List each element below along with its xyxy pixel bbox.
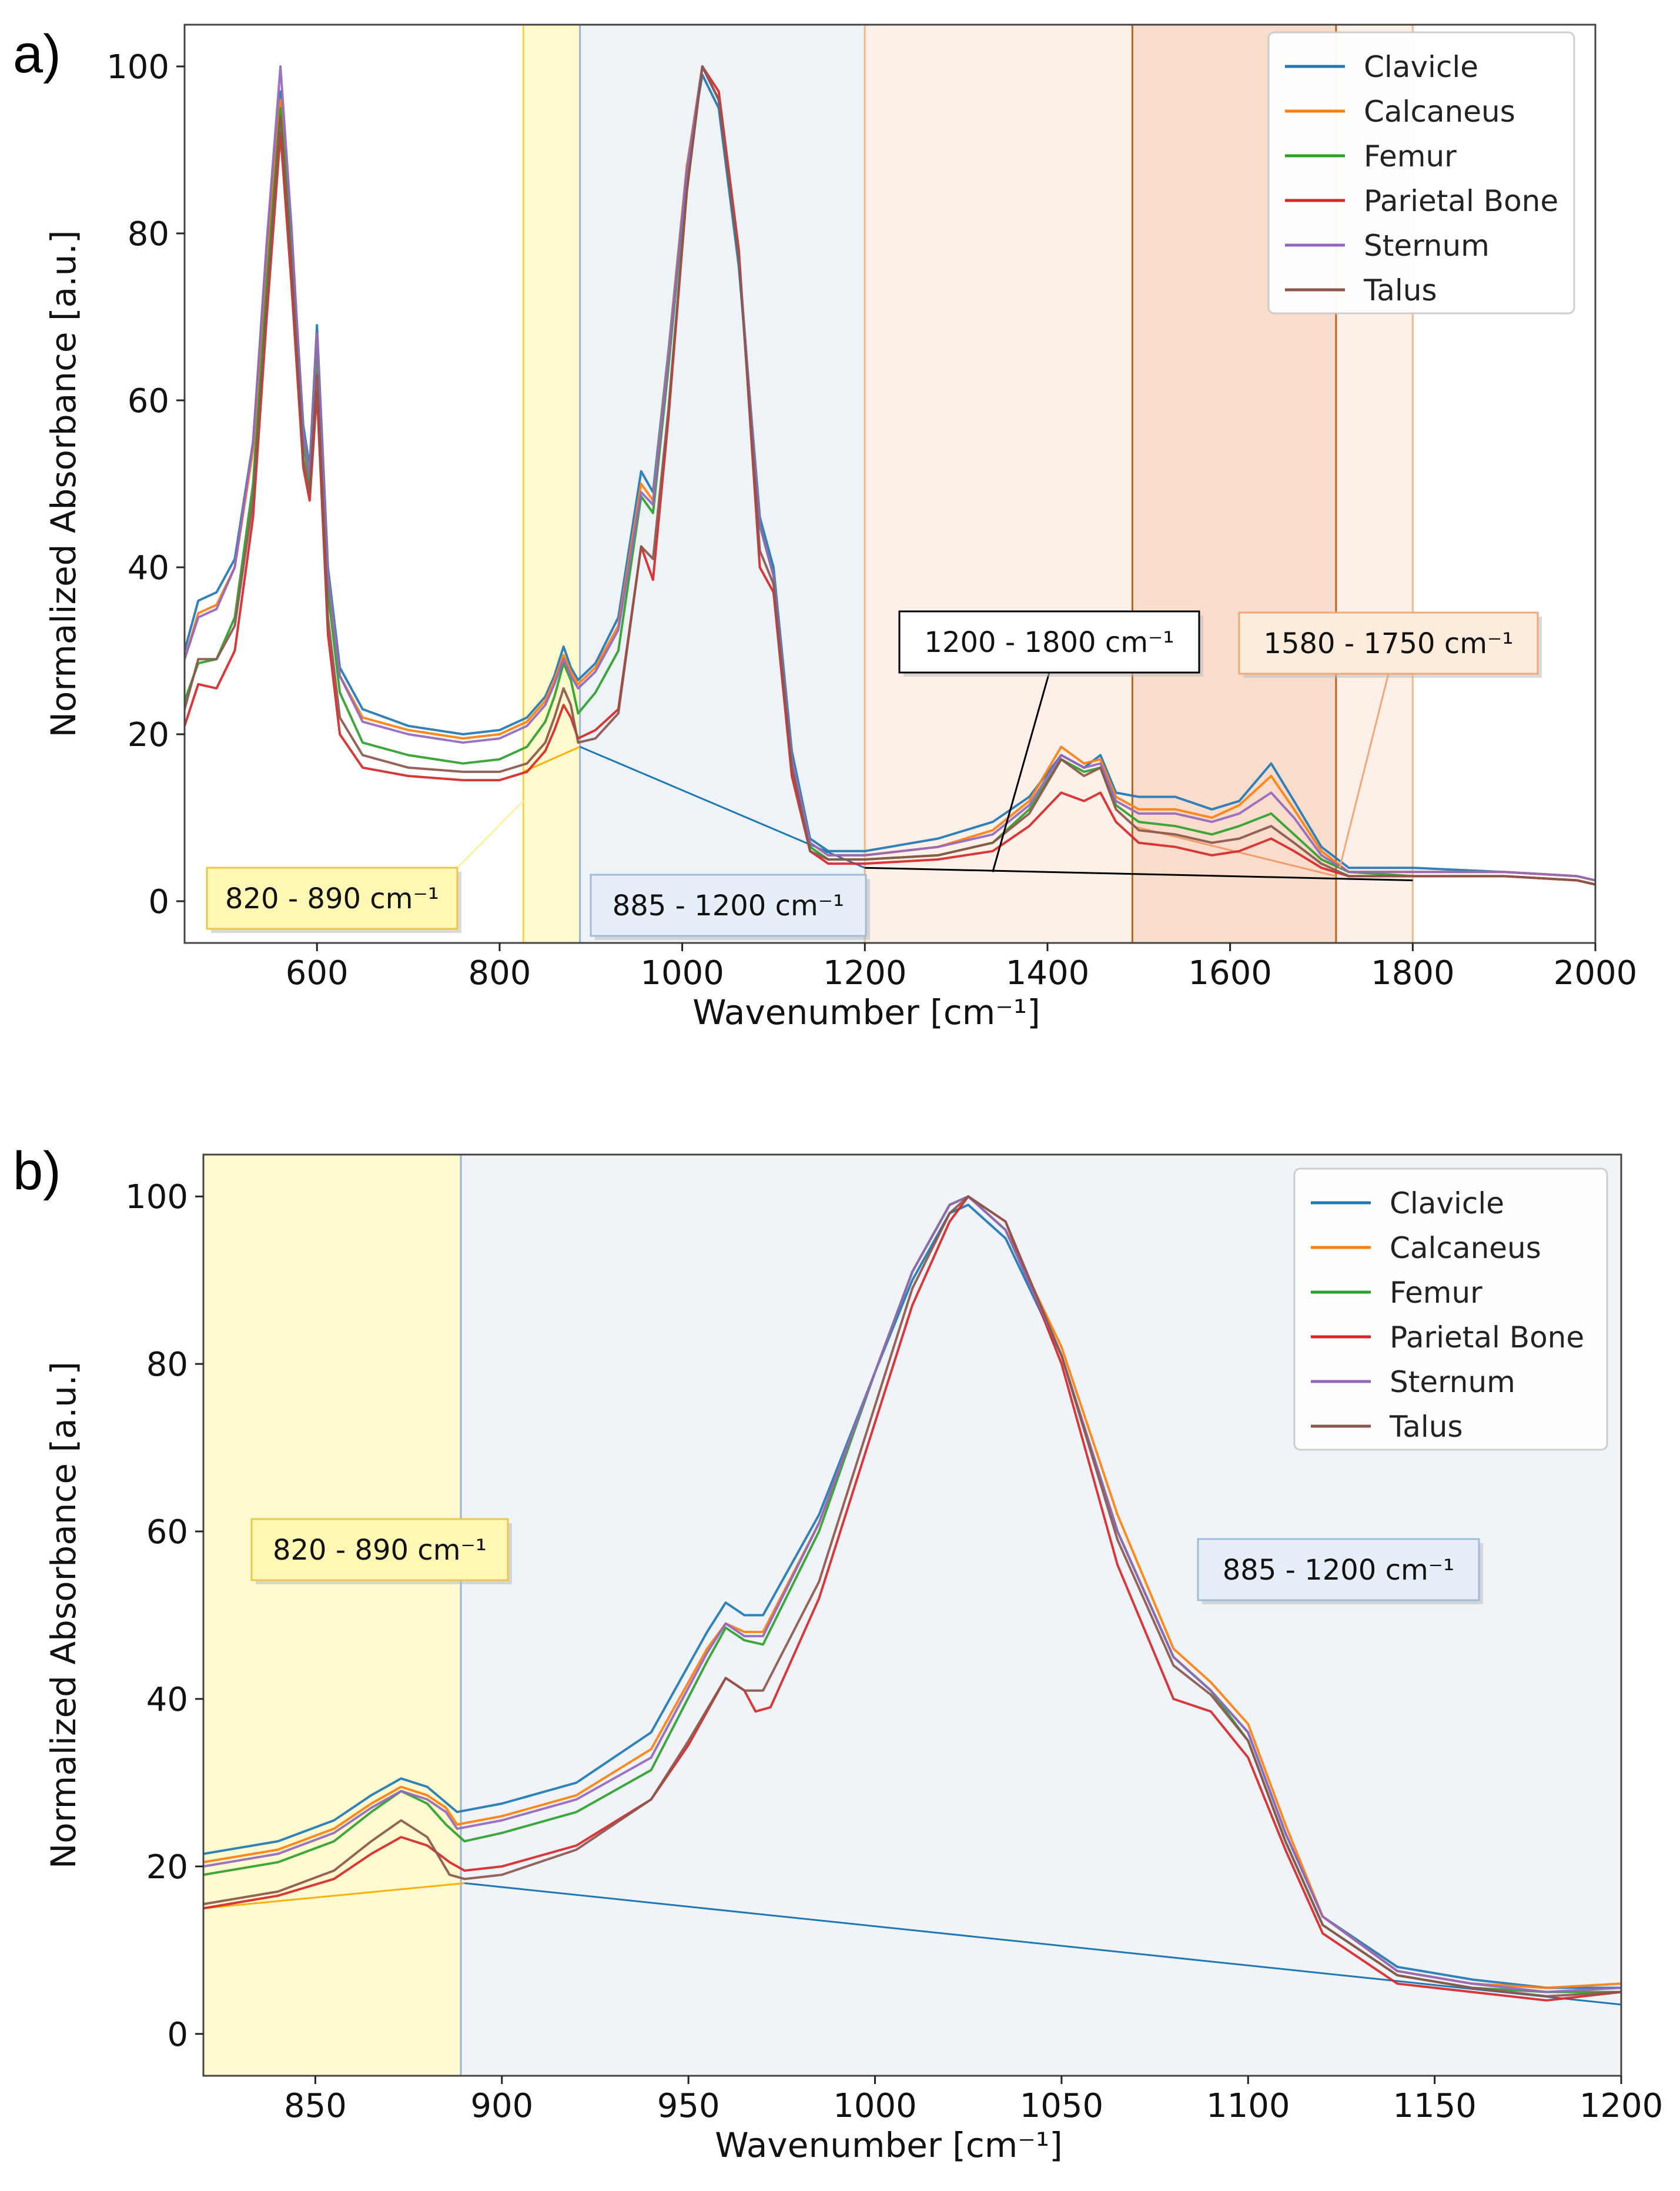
legend-entry: Calcaneus (1390, 1231, 1541, 1265)
annotation-label: 820 - 890 cm⁻¹ (225, 882, 439, 915)
series-line-sternum (203, 1195, 1621, 1993)
baseline-2 (865, 867, 1413, 881)
y-tick-label: 40 (146, 1681, 188, 1719)
annotation-box (1238, 611, 1539, 675)
annotation-box (590, 874, 867, 937)
legend-entry: Parietal Bone (1390, 1320, 1584, 1354)
x-tick-label: 2000 (1554, 954, 1638, 992)
legend-entry: Parietal Bone (1364, 184, 1558, 218)
annotation-label: 885 - 1200 cm⁻¹ (613, 889, 845, 922)
y-axis-title: Normalized Absorbance [a.u.] (43, 1362, 83, 1869)
legend-entry: Femur (1364, 139, 1457, 173)
annotation-leader (1338, 673, 1390, 868)
annotation-label: 1580 - 1750 cm⁻¹ (1263, 627, 1513, 660)
annotation-label: 1200 - 1800 cm⁻¹ (924, 626, 1174, 659)
legend-entry: Sternum (1390, 1365, 1515, 1399)
baseline-1 (464, 1882, 1622, 2006)
y-tick-label: 60 (146, 1513, 188, 1551)
x-axis-title: Wavenumber [cm⁻¹] (692, 992, 1040, 1032)
annotation-box (206, 867, 459, 930)
x-tick-label: 850 (284, 2087, 347, 2125)
legend-box (1293, 1168, 1608, 1451)
series-line-talus (203, 1195, 1621, 1998)
x-tick-label: 1000 (833, 2087, 917, 2125)
legend-entry: Calcaneus (1364, 95, 1515, 129)
annotation-leader (456, 800, 524, 869)
panel-b-label: b) (13, 1141, 61, 1201)
y-tick-label: 0 (148, 883, 169, 921)
panel-a-label: a) (13, 24, 61, 84)
y-tick-label: 60 (128, 382, 169, 420)
legend-box (1267, 31, 1575, 315)
annotation-leader (992, 672, 1050, 872)
x-tick-label: 800 (468, 954, 531, 992)
axes-frame (183, 24, 1597, 944)
x-tick-label: 1800 (1371, 954, 1455, 992)
x-tick-label: 900 (470, 2087, 533, 2125)
region-1 (579, 24, 866, 944)
legend-entry: Femur (1390, 1276, 1482, 1310)
x-tick-label: 1600 (1188, 954, 1272, 992)
x-tick-label: 1050 (1020, 2087, 1104, 2125)
y-tick-label: 40 (128, 549, 169, 587)
y-tick-label: 80 (146, 1346, 188, 1384)
x-tick-label: 1200 (1579, 2087, 1664, 2125)
series-group (203, 1195, 1621, 2002)
legend-entry: Clavicle (1390, 1186, 1504, 1220)
x-tick-label: 1100 (1206, 2087, 1290, 2125)
x-axis-title: Wavenumber [cm⁻¹] (715, 2125, 1063, 2165)
y-tick-label: 100 (106, 48, 169, 86)
annotation-box (1197, 1538, 1480, 1601)
baseline-0 (203, 1882, 465, 1909)
series-line-sternum (185, 65, 1595, 882)
annotation-label: 885 - 1200 cm⁻¹ (1223, 1554, 1455, 1587)
y-axis-title: Normalized Absorbance [a.u.] (43, 230, 83, 738)
annotation-label: 820 - 890 cm⁻¹ (273, 1534, 487, 1567)
series-line-talus (185, 65, 1595, 886)
baseline-0 (523, 745, 581, 773)
y-tick-label: 100 (125, 1178, 188, 1216)
annotation-box (250, 1518, 509, 1581)
annotation-box (898, 610, 1200, 674)
panel-1-chart: 850 900 950 1000 1050 1100 1150 1200 0 20 40 60 80 10… (43, 1153, 1664, 2165)
legend-entry: Talus (1389, 1410, 1463, 1444)
legend-entry: Clavicle (1364, 50, 1478, 84)
x-tick-label: 950 (657, 2087, 720, 2125)
x-tick-label: 600 (286, 954, 349, 992)
x-tick-label: 1200 (823, 954, 907, 992)
legend-entry: Talus (1363, 273, 1437, 307)
panel-0-chart: 600 800 1000 1200 1400 1600 1800 2000 0 20 40 60 80 1… (43, 24, 1638, 1032)
region-0 (522, 24, 581, 944)
x-tick-label: 1150 (1393, 2087, 1477, 2125)
y-tick-label: 20 (128, 716, 169, 754)
series-group (185, 65, 1595, 886)
y-tick-label: 80 (128, 215, 169, 253)
y-tick-label: 20 (146, 1848, 188, 1886)
region-0 (202, 1153, 481, 2077)
x-tick-label: 1000 (640, 954, 724, 992)
axes-frame (202, 1153, 1622, 2077)
y-tick-label: 0 (167, 2016, 188, 2054)
x-tick-label: 1400 (1006, 954, 1090, 992)
legend-entry: Sternum (1364, 229, 1490, 263)
